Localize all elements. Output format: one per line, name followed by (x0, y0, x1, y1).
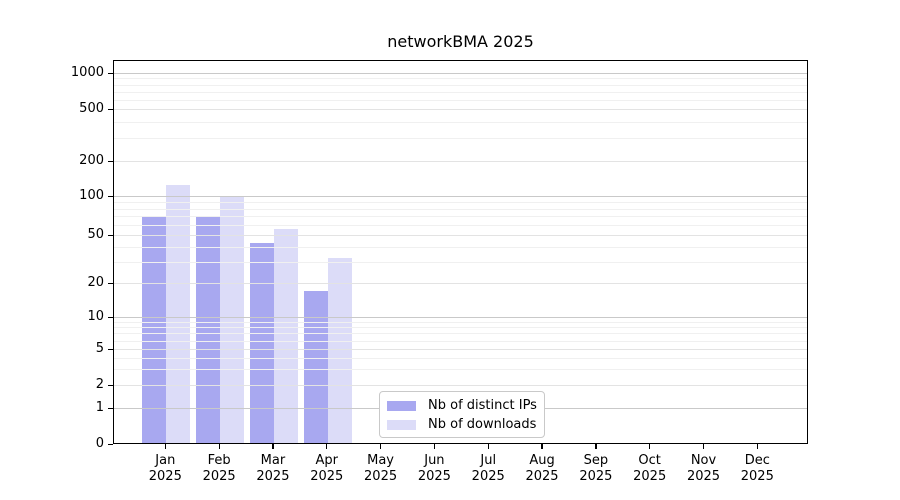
x-tick-label: Nov 2025 (686, 453, 721, 484)
y-tick (108, 443, 113, 445)
x-tick (379, 444, 382, 449)
y-tick-label: 20 (87, 275, 104, 290)
gridline-minor (113, 78, 808, 80)
x-tick-label: Aug 2025 (525, 453, 559, 484)
y-tick (108, 108, 113, 110)
bar-mar-downloads (273, 228, 298, 444)
gridline-decade (113, 73, 808, 74)
bar-apr-distinct-ips (303, 290, 328, 444)
gridline-major (113, 161, 808, 162)
plot-area (113, 60, 808, 444)
x-tick-label: Mar 2025 (256, 453, 290, 484)
bar-jan-downloads (166, 184, 191, 444)
y-tick (108, 234, 113, 236)
bar-apr-downloads (327, 258, 352, 444)
y-tick (108, 72, 113, 74)
legend-label-downloads: Nb of downloads (428, 417, 537, 432)
x-tick-label: Sep 2025 (579, 453, 613, 484)
y-tick-label: 2 (95, 377, 104, 392)
x-tick-label: Jun 2025 (417, 453, 451, 484)
x-tick (272, 444, 274, 449)
y-tick (108, 407, 113, 409)
legend-item-distinct-ips: Nb of distinct IPs (380, 396, 544, 415)
legend-swatch-distinct-ips (387, 400, 416, 411)
x-tick (702, 444, 705, 449)
y-tick-label: 0 (95, 436, 104, 451)
gridline-minor (113, 201, 808, 203)
legend-item-downloads: Nb of downloads (380, 415, 544, 434)
bar-mar-distinct-ips (249, 242, 274, 444)
y-tick-label: 10 (87, 309, 104, 324)
gridline-minor (113, 137, 808, 139)
x-tick (487, 444, 489, 449)
y-tick-label: 100 (79, 188, 104, 203)
y-tick-label: 200 (79, 153, 104, 168)
x-tick (649, 444, 651, 449)
x-tick (756, 444, 759, 449)
x-tick-label: Apr 2025 (310, 453, 344, 484)
x-tick-label: Jan 2025 (148, 453, 182, 484)
y-tick-label: 50 (87, 227, 104, 242)
x-tick (433, 444, 436, 449)
gridline-minor (113, 208, 808, 210)
x-tick (326, 444, 328, 449)
bar-feb-distinct-ips (196, 216, 221, 444)
legend-label-distinct-ips: Nb of distinct IPs (428, 398, 537, 413)
x-tick (218, 444, 220, 449)
legend: Nb of distinct IPs Nb of downloads (379, 391, 545, 438)
y-tick-label: 5 (95, 341, 104, 356)
gridline-decade (113, 196, 808, 197)
x-tick (164, 444, 166, 449)
y-tick (108, 195, 113, 197)
y-tick (108, 316, 113, 318)
gridline-major (113, 109, 808, 110)
gridline-minor (113, 91, 808, 93)
y-tick (108, 282, 113, 284)
bar-jan-distinct-ips (142, 216, 167, 444)
x-tick-label: Dec 2025 (740, 453, 774, 484)
y-tick (108, 348, 113, 350)
gridline-minor (113, 84, 808, 86)
legend-swatch-downloads (387, 419, 416, 430)
y-tick (108, 160, 113, 162)
gridline-minor (113, 121, 808, 123)
y-tick-label: 500 (79, 101, 104, 116)
y-tick-label: 1 (95, 400, 104, 415)
bar-feb-downloads (220, 196, 245, 444)
chart-title: networkBMA 2025 (387, 32, 534, 51)
x-tick (541, 444, 543, 449)
x-tick (595, 444, 597, 449)
x-tick-label: May 2025 (364, 453, 398, 484)
x-tick-label: Oct 2025 (633, 453, 667, 484)
gridline-minor (113, 99, 808, 101)
x-tick-label: Feb 2025 (202, 453, 236, 484)
y-tick-label: 1000 (70, 65, 104, 80)
y-tick (108, 384, 113, 386)
x-tick-label: Jul 2025 (471, 453, 505, 484)
